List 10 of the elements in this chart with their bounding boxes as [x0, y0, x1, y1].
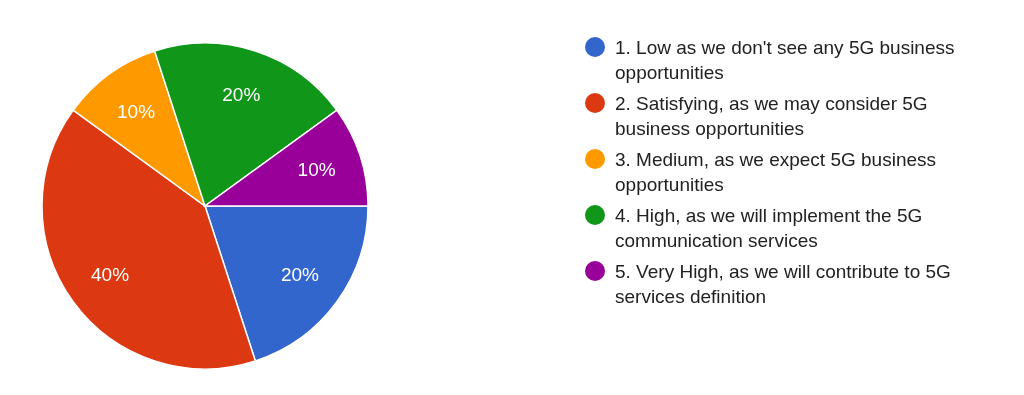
data-label: 20% — [222, 83, 261, 105]
legend-label: 5. Very High, as we will contribute to 5G services definition — [615, 260, 952, 309]
legend-label: 1. Low as we don't see any 5G business opportunities — [615, 36, 956, 85]
data-label: 10% — [297, 159, 336, 181]
data-label: 10% — [117, 100, 156, 122]
data-label: 20% — [280, 264, 320, 286]
data-label: 40% — [91, 264, 130, 286]
legend-label: 3. Medium, as we expect 5G business opportunities — [615, 148, 938, 197]
legend-label: 2. Satisfying, as we may consider 5G business opportunities — [615, 92, 929, 141]
legend-label: 4. High, as we will implement the 5G communication services — [615, 204, 924, 253]
